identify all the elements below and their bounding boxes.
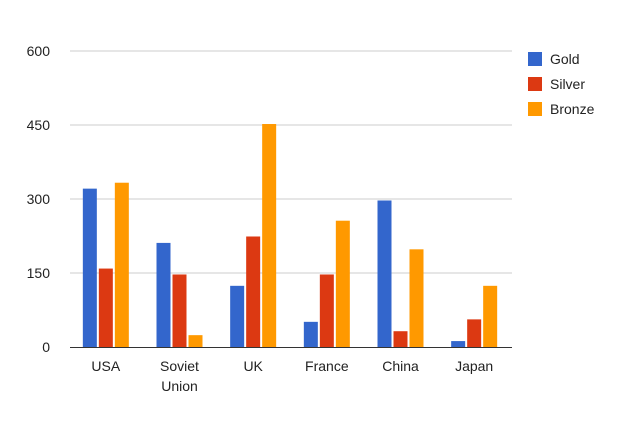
bar-bronze-0	[114, 182, 129, 347]
x-axis-categories: USA Soviet Union UK France China Japan	[91, 358, 493, 394]
y-axis-ticks: 0 150 300 450 600	[27, 43, 51, 355]
bar-gold-1	[156, 242, 171, 347]
bar-silver-5	[467, 319, 482, 347]
y-tick-label: 150	[27, 265, 51, 281]
legend-label-bronze: Bronze	[550, 101, 595, 117]
bar-gold-4	[377, 200, 392, 347]
legend-label-silver: Silver	[550, 76, 585, 92]
bar-silver-3	[319, 274, 334, 347]
legend: Gold Silver Bronze	[528, 51, 595, 117]
bar-bronze-4	[409, 249, 424, 347]
y-tick-label: 450	[27, 117, 51, 133]
legend-swatch-silver	[528, 77, 542, 91]
x-tick-label: China	[382, 358, 419, 374]
y-tick-label: 600	[27, 43, 51, 59]
legend-swatch-bronze	[528, 102, 542, 116]
x-tick-label: USA	[91, 358, 120, 374]
bar-gold-0	[82, 188, 97, 347]
x-tick-label: Soviet	[160, 358, 199, 374]
bars	[82, 124, 498, 347]
x-tick-label: France	[305, 358, 349, 374]
legend-label-gold: Gold	[550, 51, 580, 67]
x-tick-label: Union	[161, 378, 198, 394]
legend-swatch-gold	[528, 52, 542, 66]
gridlines	[70, 50, 512, 274]
bar-silver-2	[246, 236, 261, 347]
y-tick-label: 300	[27, 191, 51, 207]
y-tick-label: 0	[42, 339, 50, 355]
bar-bronze-3	[335, 220, 350, 347]
bar-gold-3	[303, 321, 318, 347]
bar-silver-1	[172, 274, 187, 347]
bar-bronze-1	[188, 335, 203, 347]
bar-silver-4	[393, 331, 408, 347]
bar-gold-2	[230, 285, 245, 347]
bar-bronze-2	[262, 124, 277, 347]
x-tick-label: UK	[243, 358, 263, 374]
bar-bronze-5	[483, 285, 498, 347]
bar-silver-0	[98, 268, 113, 347]
x-tick-label: Japan	[455, 358, 493, 374]
bar-gold-5	[451, 341, 466, 347]
